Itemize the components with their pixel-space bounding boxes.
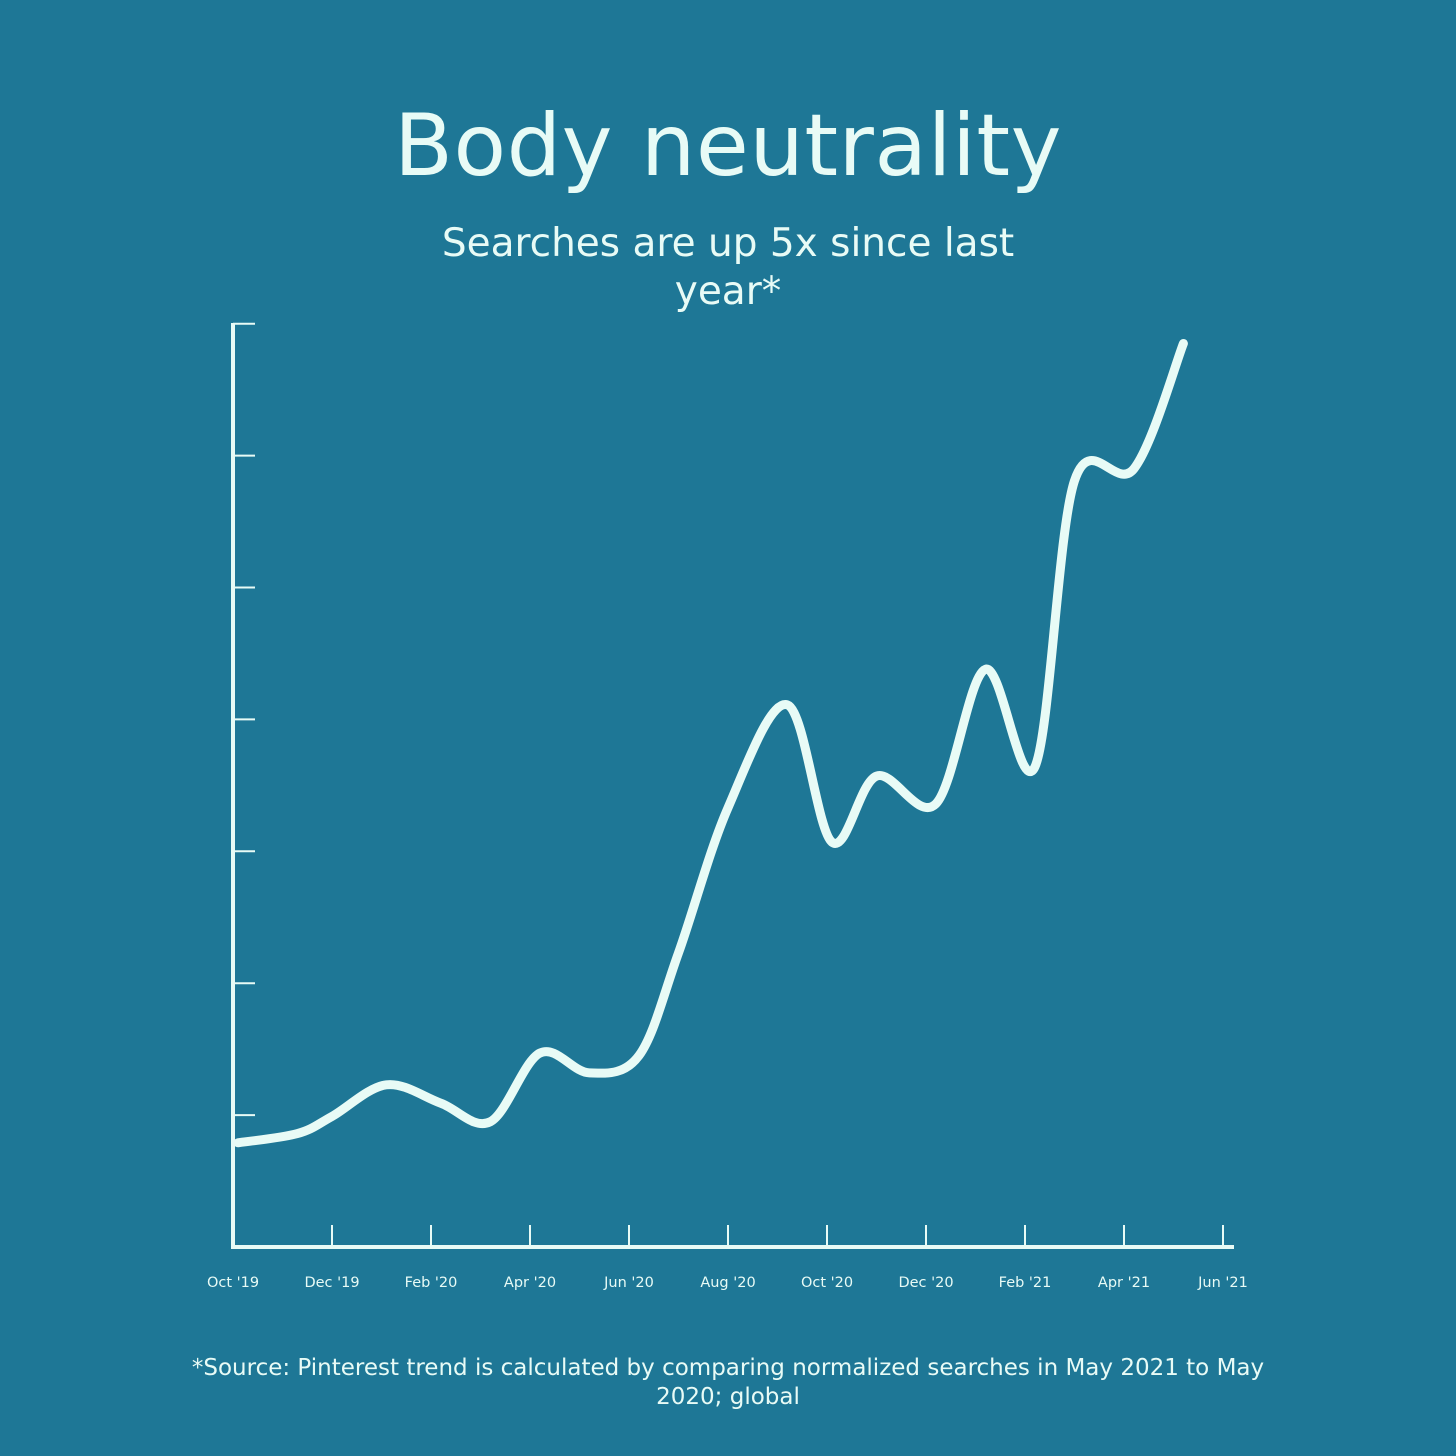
x-tick-label: Apr '21 bbox=[1098, 1275, 1150, 1291]
x-tick-label: Oct '20 bbox=[801, 1275, 853, 1291]
series-line bbox=[233, 339, 1188, 1148]
chart-title: Body neutrality bbox=[393, 96, 1063, 196]
chart-subtitle: Searches are up 5x since last year* bbox=[441, 221, 1015, 314]
x-tick-label: Jun '21 bbox=[1197, 1275, 1248, 1291]
source-footnote: *Source: Pinterest trend is calculated b… bbox=[191, 1355, 1265, 1410]
series-layer bbox=[233, 339, 1188, 1148]
x-tick-label: Dec '19 bbox=[304, 1275, 359, 1291]
x-tick-label: Aug '20 bbox=[700, 1275, 755, 1291]
x-axis-tick-labels: Oct '19 Dec '19 Feb '20 Apr '20 Jun '20 Aug '… bbox=[207, 1275, 1248, 1291]
x-tick-label: Feb '21 bbox=[999, 1275, 1052, 1291]
x-tick-label: Oct '19 bbox=[207, 1275, 259, 1291]
x-axis-ticks bbox=[331, 1225, 1224, 1247]
x-tick-label: Feb '20 bbox=[405, 1275, 458, 1291]
x-tick-label: Apr '20 bbox=[504, 1275, 556, 1291]
x-tick-label: Dec '20 bbox=[898, 1275, 953, 1291]
y-axis-ticks bbox=[233, 322, 255, 1117]
x-tick-label: Jun '20 bbox=[603, 1275, 654, 1291]
chart-axes bbox=[231, 323, 1234, 1249]
